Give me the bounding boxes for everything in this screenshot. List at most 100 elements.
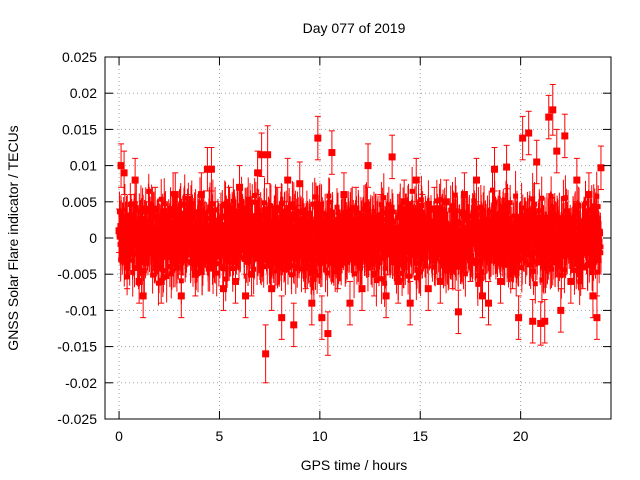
band-point xyxy=(519,205,525,211)
band-point xyxy=(118,257,124,263)
band-point xyxy=(182,258,188,264)
band-point xyxy=(532,281,538,287)
band-point xyxy=(207,264,213,270)
band-point xyxy=(323,267,329,273)
band-point xyxy=(134,224,140,230)
band-point xyxy=(528,252,534,258)
band-point xyxy=(561,220,567,226)
band-point xyxy=(450,203,456,209)
band-point xyxy=(170,236,176,242)
band-point xyxy=(536,214,542,220)
band-point xyxy=(158,196,164,202)
band-point xyxy=(316,218,322,224)
band-point xyxy=(592,206,598,212)
band-point xyxy=(594,193,600,199)
band-point xyxy=(510,225,516,231)
band-point xyxy=(252,193,258,199)
band-point xyxy=(578,272,584,278)
band-point xyxy=(188,206,194,212)
band-point xyxy=(174,258,180,264)
band-point xyxy=(502,257,508,263)
band-point xyxy=(513,221,519,227)
band-point xyxy=(272,252,278,258)
band-point xyxy=(334,246,340,252)
band-point xyxy=(268,220,274,226)
band-point xyxy=(300,207,306,213)
band-point xyxy=(174,213,180,219)
band-point xyxy=(508,272,514,278)
band-point xyxy=(259,213,265,219)
band-point xyxy=(237,208,243,214)
band-point xyxy=(230,198,236,204)
band-point xyxy=(240,212,246,218)
band-point xyxy=(210,266,216,272)
band-point xyxy=(549,266,555,272)
band-point xyxy=(416,272,422,278)
band-point xyxy=(209,216,215,222)
band-point xyxy=(310,201,316,207)
dense-data-band xyxy=(116,166,604,307)
band-point xyxy=(160,212,166,218)
band-point xyxy=(372,256,378,262)
band-point xyxy=(197,200,203,206)
band-point xyxy=(326,251,332,257)
band-point xyxy=(249,219,255,225)
band-point xyxy=(323,259,329,265)
band-point xyxy=(254,256,260,262)
band-point xyxy=(291,205,297,211)
band-point xyxy=(399,246,405,252)
band-point xyxy=(407,273,413,279)
band-point xyxy=(185,204,191,210)
band-point xyxy=(416,218,422,224)
band-point xyxy=(141,268,147,274)
band-point xyxy=(366,254,372,260)
band-point xyxy=(334,204,340,210)
band-point xyxy=(576,203,582,209)
band-point xyxy=(437,205,443,211)
band-point xyxy=(585,263,591,269)
band-point xyxy=(573,226,579,232)
band-point xyxy=(513,193,519,199)
band-point xyxy=(122,207,128,213)
band-point xyxy=(355,261,361,267)
band-point xyxy=(322,250,328,256)
band-point xyxy=(174,206,180,212)
band-point xyxy=(334,269,340,275)
band-point xyxy=(132,266,138,271)
band-point xyxy=(149,202,155,208)
band-point xyxy=(178,201,184,207)
band-point xyxy=(155,213,161,219)
band-point xyxy=(149,249,155,255)
band-point xyxy=(283,216,289,222)
band-point xyxy=(167,205,173,211)
band-point xyxy=(139,257,145,263)
band-point xyxy=(368,215,374,221)
band-point xyxy=(460,212,466,218)
band-point xyxy=(146,188,152,194)
band-point xyxy=(445,228,451,234)
band-point xyxy=(547,263,553,269)
band-point xyxy=(351,271,357,277)
band-point xyxy=(356,219,362,225)
band-point xyxy=(497,249,503,255)
band-point xyxy=(297,249,303,255)
band-point xyxy=(590,264,596,270)
band-point xyxy=(285,263,291,269)
band-point xyxy=(133,205,139,211)
band-point xyxy=(452,192,458,198)
band-point xyxy=(529,255,535,261)
band-point xyxy=(582,200,588,206)
band-point xyxy=(403,213,409,219)
band-point xyxy=(179,220,185,226)
band-point xyxy=(382,265,388,271)
band-point xyxy=(552,215,558,221)
band-point xyxy=(199,270,205,276)
band-point xyxy=(281,259,287,265)
band-point xyxy=(571,267,577,273)
band-point xyxy=(130,269,136,275)
band-point xyxy=(180,250,186,256)
band-point xyxy=(425,200,431,206)
band-point xyxy=(289,253,295,259)
band-point xyxy=(335,209,341,215)
band-point xyxy=(347,210,353,216)
